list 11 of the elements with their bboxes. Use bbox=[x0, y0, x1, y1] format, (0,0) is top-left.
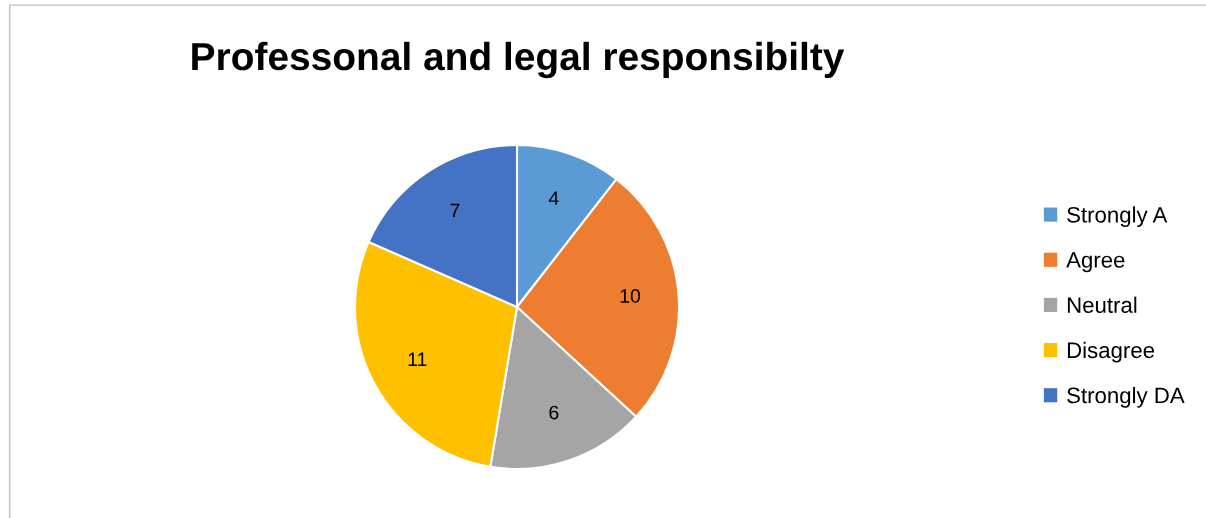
legend-label: Neutral bbox=[1067, 296, 1137, 313]
data-label: 6 bbox=[549, 405, 559, 420]
data-label: 10 bbox=[620, 289, 641, 303]
data-label: 11 bbox=[408, 352, 427, 366]
data-label: 4 bbox=[548, 191, 559, 205]
data-label: 7 bbox=[450, 203, 460, 218]
legend-label: Strongly A bbox=[1067, 206, 1168, 228]
legend-label: Disagree bbox=[1067, 341, 1155, 363]
legend-label: Agree bbox=[1066, 252, 1125, 273]
legend-label: Strongly DA bbox=[1067, 386, 1185, 408]
chart-title: Professonal and legal responsibilty bbox=[192, 41, 845, 79]
